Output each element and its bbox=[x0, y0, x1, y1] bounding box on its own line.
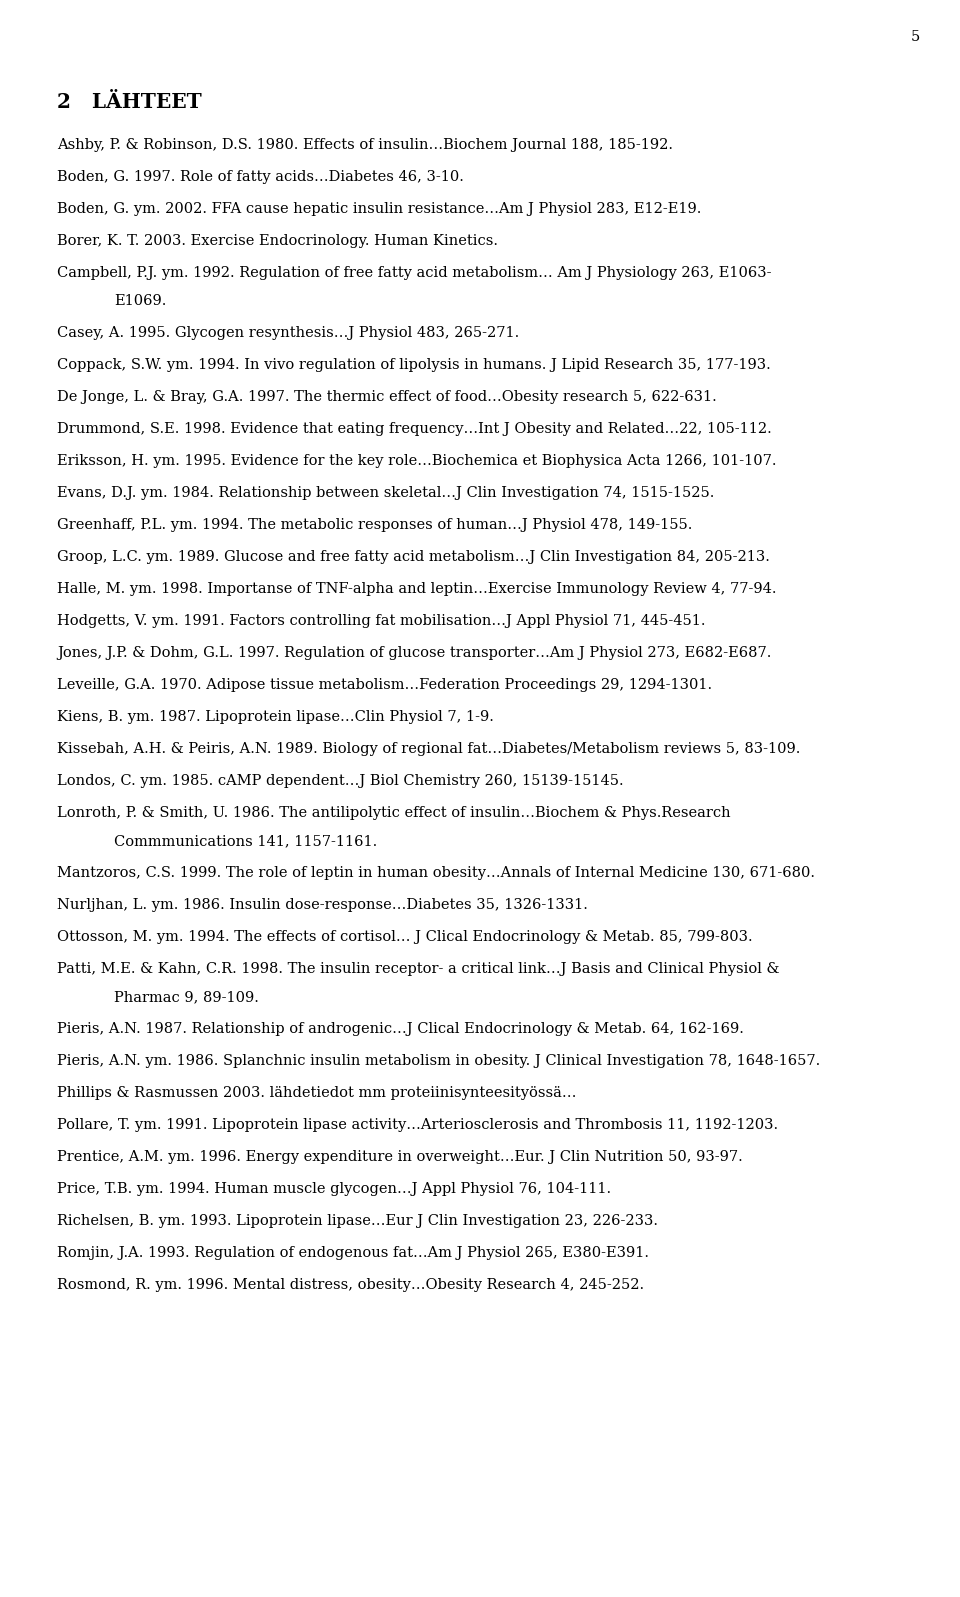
Text: Ashby, P. & Robinson, D.S. 1980. Effects of insulin…Biochem Journal 188, 185-192: Ashby, P. & Robinson, D.S. 1980. Effects… bbox=[57, 137, 673, 152]
Text: Leveille, G.A. 1970. Adipose tissue metabolism…Federation Proceedings 29, 1294-1: Leveille, G.A. 1970. Adipose tissue meta… bbox=[57, 679, 712, 692]
Text: Nurljhan, L. ym. 1986. Insulin dose-response…Diabetes 35, 1326-1331.: Nurljhan, L. ym. 1986. Insulin dose-resp… bbox=[57, 898, 588, 912]
Text: Pharmac 9, 89-109.: Pharmac 9, 89-109. bbox=[114, 990, 259, 1005]
Text: Patti, M.E. & Kahn, C.R. 1998. The insulin receptor- a critical link…J Basis and: Patti, M.E. & Kahn, C.R. 1998. The insul… bbox=[57, 961, 780, 976]
Text: Richelsen, B. ym. 1993. Lipoprotein lipase…Eur J Clin Investigation 23, 226-233.: Richelsen, B. ym. 1993. Lipoprotein lipa… bbox=[57, 1214, 658, 1228]
Text: Prentice, A.M. ym. 1996. Energy expenditure in overweight…Eur. J Clin Nutrition : Prentice, A.M. ym. 1996. Energy expendit… bbox=[57, 1150, 743, 1164]
Text: De Jonge, L. & Bray, G.A. 1997. The thermic effect of food…Obesity research 5, 6: De Jonge, L. & Bray, G.A. 1997. The ther… bbox=[57, 390, 717, 404]
Text: Casey, A. 1995. Glycogen resynthesis…J Physiol 483, 265-271.: Casey, A. 1995. Glycogen resynthesis…J P… bbox=[57, 326, 519, 340]
Text: Kiens, B. ym. 1987. Lipoprotein lipase…Clin Physiol 7, 1-9.: Kiens, B. ym. 1987. Lipoprotein lipase…C… bbox=[57, 711, 493, 723]
Text: 2   LÄHTEET: 2 LÄHTEET bbox=[57, 93, 202, 112]
Text: Pieris, A.N. 1987. Relationship of androgenic…J Clical Endocrinology & Metab. 64: Pieris, A.N. 1987. Relationship of andro… bbox=[57, 1022, 744, 1036]
Text: Ottosson, M. ym. 1994. The effects of cortisol… J Clical Endocrinology & Metab. : Ottosson, M. ym. 1994. The effects of co… bbox=[57, 929, 753, 944]
Text: Phillips & Rasmussen 2003. lähdetiedot mm proteiinisynteesityössä…: Phillips & Rasmussen 2003. lähdetiedot m… bbox=[57, 1086, 577, 1100]
Text: Boden, G. ym. 2002. FFA cause hepatic insulin resistance…Am J Physiol 283, E12-E: Boden, G. ym. 2002. FFA cause hepatic in… bbox=[57, 201, 702, 216]
Text: Greenhaff, P.L. ym. 1994. The metabolic responses of human…J Physiol 478, 149-15: Greenhaff, P.L. ym. 1994. The metabolic … bbox=[57, 517, 692, 532]
Text: Mantzoros, C.S. 1999. The role of leptin in human obesity…Annals of Internal Med: Mantzoros, C.S. 1999. The role of leptin… bbox=[57, 866, 815, 880]
Text: Drummond, S.E. 1998. Evidence that eating frequency…Int J Obesity and Related…22: Drummond, S.E. 1998. Evidence that eatin… bbox=[57, 422, 772, 436]
Text: Rosmond, R. ym. 1996. Mental distress, obesity…Obesity Research 4, 245-252.: Rosmond, R. ym. 1996. Mental distress, o… bbox=[57, 1278, 644, 1292]
Text: E1069.: E1069. bbox=[114, 294, 166, 308]
Text: Coppack, S.W. ym. 1994. In vivo regulation of lipolysis in humans. J Lipid Resea: Coppack, S.W. ym. 1994. In vivo regulati… bbox=[57, 358, 771, 372]
Text: Romjin, J.A. 1993. Regulation of endogenous fat…Am J Physiol 265, E380-E391.: Romjin, J.A. 1993. Regulation of endogen… bbox=[57, 1246, 649, 1260]
Text: Eriksson, H. ym. 1995. Evidence for the key role…Biochemica et Biophysica Acta 1: Eriksson, H. ym. 1995. Evidence for the … bbox=[57, 454, 777, 468]
Text: Kissebah, A.H. & Peiris, A.N. 1989. Biology of regional fat…Diabetes/Metabolism : Kissebah, A.H. & Peiris, A.N. 1989. Biol… bbox=[57, 743, 801, 755]
Text: Boden, G. 1997. Role of fatty acids…Diabetes 46, 3-10.: Boden, G. 1997. Role of fatty acids…Diab… bbox=[57, 169, 464, 184]
Text: Pollare, T. ym. 1991. Lipoprotein lipase activity…Arteriosclerosis and Thrombosi: Pollare, T. ym. 1991. Lipoprotein lipase… bbox=[57, 1118, 779, 1132]
Text: Hodgetts, V. ym. 1991. Factors controlling fat mobilisation…J Appl Physiol 71, 4: Hodgetts, V. ym. 1991. Factors controlli… bbox=[57, 613, 706, 628]
Text: Lonroth, P. & Smith, U. 1986. The antilipolytic effect of insulin…Biochem & Phys: Lonroth, P. & Smith, U. 1986. The antili… bbox=[57, 806, 731, 819]
Text: Halle, M. ym. 1998. Importanse of TNF-alpha and leptin…Exercise Immunology Revie: Halle, M. ym. 1998. Importanse of TNF-al… bbox=[57, 581, 777, 596]
Text: Price, T.B. ym. 1994. Human muscle glycogen…J Appl Physiol 76, 104-111.: Price, T.B. ym. 1994. Human muscle glyco… bbox=[57, 1182, 612, 1196]
Text: Jones, J.P. & Dohm, G.L. 1997. Regulation of glucose transporter…Am J Physiol 27: Jones, J.P. & Dohm, G.L. 1997. Regulatio… bbox=[57, 647, 772, 660]
Text: Evans, D.J. ym. 1984. Relationship between skeletal…J Clin Investigation 74, 151: Evans, D.J. ym. 1984. Relationship betwe… bbox=[57, 485, 714, 500]
Text: Borer, K. T. 2003. Exercise Endocrinology. Human Kinetics.: Borer, K. T. 2003. Exercise Endocrinolog… bbox=[57, 235, 498, 248]
Text: Commmunications 141, 1157-1161.: Commmunications 141, 1157-1161. bbox=[114, 834, 377, 848]
Text: Londos, C. ym. 1985. cAMP dependent…J Biol Chemistry 260, 15139-15145.: Londos, C. ym. 1985. cAMP dependent…J Bi… bbox=[57, 775, 624, 787]
Text: Groop, L.C. ym. 1989. Glucose and free fatty acid metabolism…J Clin Investigatio: Groop, L.C. ym. 1989. Glucose and free f… bbox=[57, 549, 770, 564]
Text: Campbell, P.J. ym. 1992. Regulation of free fatty acid metabolism… Am J Physiolo: Campbell, P.J. ym. 1992. Regulation of f… bbox=[57, 267, 772, 279]
Text: 5: 5 bbox=[911, 30, 920, 45]
Text: Pieris, A.N. ym. 1986. Splanchnic insulin metabolism in obesity. J Clinical Inve: Pieris, A.N. ym. 1986. Splanchnic insuli… bbox=[57, 1054, 820, 1068]
